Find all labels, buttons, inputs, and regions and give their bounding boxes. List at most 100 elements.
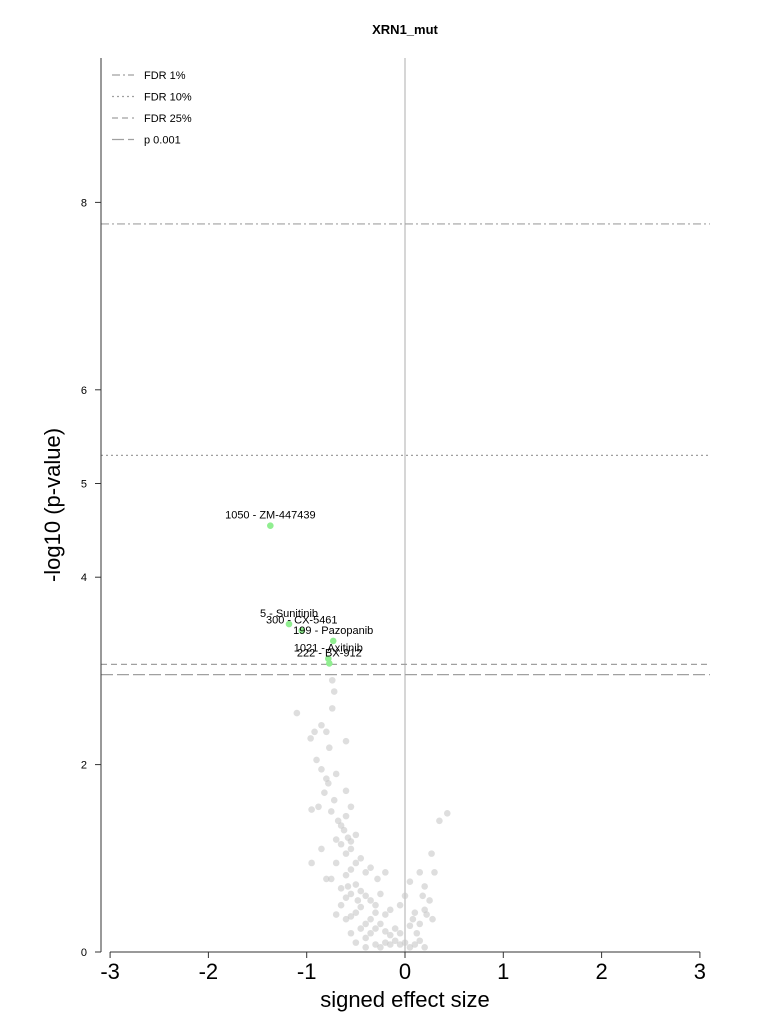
data-point <box>318 845 325 853</box>
data-point <box>382 939 389 946</box>
data-point <box>327 875 335 883</box>
data-point <box>377 944 384 951</box>
data-point <box>372 909 379 916</box>
significant-points <box>267 522 337 667</box>
data-point <box>347 803 355 811</box>
data-point <box>362 892 369 900</box>
legend-label: FDR 25% <box>144 113 192 125</box>
x-tick-label: 0 <box>399 959 411 984</box>
data-point <box>327 808 335 815</box>
data-point <box>429 915 436 923</box>
background-points <box>293 676 451 951</box>
data-point <box>342 787 350 795</box>
data-point <box>362 869 369 876</box>
significant-point <box>326 660 333 667</box>
data-point <box>347 913 355 920</box>
y-tick-label: 0 <box>81 947 87 959</box>
data-point <box>313 756 320 764</box>
x-tick-label: -2 <box>199 959 219 984</box>
data-point <box>377 920 384 928</box>
data-point <box>396 929 404 937</box>
legend-label: FDR 1% <box>144 70 186 82</box>
y-tick-label: 6 <box>81 385 87 397</box>
data-point <box>372 941 379 948</box>
legend-label: p 0.001 <box>144 135 181 147</box>
data-point <box>428 850 435 857</box>
data-point <box>342 737 350 745</box>
data-point <box>367 915 374 923</box>
data-point <box>426 897 433 904</box>
data-point <box>337 901 345 909</box>
data-point <box>342 915 350 923</box>
significant-point <box>267 522 274 529</box>
data-point <box>347 890 355 898</box>
data-point <box>352 859 360 867</box>
data-point <box>406 944 414 951</box>
data-point <box>352 939 360 946</box>
data-point <box>413 929 421 937</box>
data-point <box>311 728 318 736</box>
data-point <box>377 890 384 898</box>
data-point <box>382 928 389 935</box>
y-tick-label: 4 <box>81 572 87 584</box>
point-label: 1050 - ZM-447439 <box>225 510 316 522</box>
data-point <box>334 817 342 825</box>
data-point <box>347 838 355 845</box>
data-point <box>421 883 428 890</box>
data-point <box>332 836 340 843</box>
data-point <box>372 901 379 909</box>
data-point <box>406 878 414 886</box>
y-tick-label: 8 <box>81 197 87 209</box>
x-ticks: -3 -2 -1 0 1 2 3 <box>100 952 706 984</box>
data-point <box>347 845 355 853</box>
data-point <box>374 875 381 883</box>
data-point <box>308 859 315 867</box>
data-point <box>318 721 325 729</box>
data-point <box>328 676 336 684</box>
y-tick-label: 2 <box>81 760 87 772</box>
data-point <box>352 831 360 839</box>
data-point <box>330 796 338 804</box>
data-point <box>357 887 365 895</box>
data-point <box>362 944 369 951</box>
data-point <box>411 941 419 948</box>
data-point <box>362 934 369 942</box>
legend-label: FDR 10% <box>144 92 192 104</box>
chart-title: XRN1_mut <box>372 22 438 37</box>
data-point <box>318 765 325 773</box>
data-point <box>367 897 374 904</box>
y-ticks: 0 2 4 5 6 8 <box>81 197 101 959</box>
data-point <box>293 709 301 717</box>
data-point <box>332 770 340 778</box>
data-point <box>431 869 438 876</box>
data-point <box>419 892 426 900</box>
data-point <box>321 789 328 797</box>
data-point <box>436 817 443 825</box>
data-point <box>328 705 336 712</box>
data-point <box>406 922 414 930</box>
data-point <box>411 909 419 916</box>
data-point <box>342 871 350 879</box>
data-point <box>396 901 404 909</box>
y-axis-label: -log10 (p-value) <box>40 428 65 582</box>
significant-point <box>329 637 337 645</box>
x-tick-label: 2 <box>595 959 607 984</box>
legend: FDR 1% FDR 10% FDR 25% p 0.001 <box>112 70 192 147</box>
threshold-lines <box>101 223 710 676</box>
data-point <box>323 728 330 736</box>
data-point <box>330 688 338 695</box>
data-point <box>416 937 424 945</box>
x-tick-label: -1 <box>297 959 317 984</box>
data-point <box>342 812 350 820</box>
data-point <box>367 929 374 937</box>
data-point <box>337 884 345 892</box>
point-label: 1021 - Axitinib <box>294 643 363 655</box>
data-point <box>332 911 340 918</box>
point-label: 199 - Pazopanib <box>293 625 373 637</box>
data-point <box>352 881 360 888</box>
data-point <box>307 735 314 742</box>
data-point <box>372 925 379 932</box>
data-point <box>347 929 355 937</box>
significant-point <box>298 627 306 634</box>
